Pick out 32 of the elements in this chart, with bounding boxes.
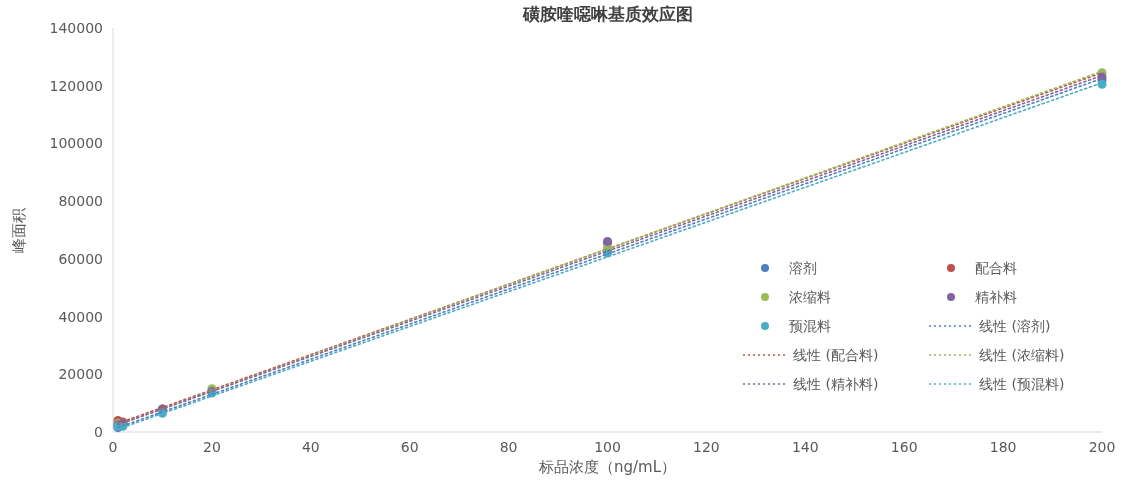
x-axis-title: 标品浓度（ng/mL） bbox=[537, 458, 677, 476]
y-tick-label: 80000 bbox=[58, 193, 103, 210]
legend-label: 配合料 bbox=[975, 260, 1017, 276]
legend-label: 线性 (精补料) bbox=[793, 376, 879, 392]
y-tick-label: 40000 bbox=[58, 308, 103, 325]
chart-title: 磺胺喹噁啉基质效应图 bbox=[521, 4, 693, 24]
x-tick-label: 140 bbox=[791, 439, 819, 455]
legend-label: 线性 (浓缩料) bbox=[979, 347, 1065, 363]
x-tick-label: 0 bbox=[108, 439, 118, 455]
x-tick-label: 200 bbox=[1088, 439, 1116, 455]
y-tick-label: 100000 bbox=[49, 135, 103, 152]
legend-label: 线性 (预混料) bbox=[979, 376, 1065, 392]
x-tick-label: 120 bbox=[693, 439, 720, 455]
y-tick-label: 120000 bbox=[49, 77, 103, 94]
y-tick-label: 140000 bbox=[49, 20, 103, 36]
x-tick-label: 20 bbox=[202, 439, 221, 455]
x-tick-label: 60 bbox=[400, 439, 419, 455]
x-tick-label: 180 bbox=[989, 439, 1017, 455]
legend-label: 精补料 bbox=[975, 289, 1017, 305]
legend-label: 预混料 bbox=[789, 318, 831, 334]
y-axis-title: 峰面积 bbox=[10, 207, 28, 253]
x-tick-label: 100 bbox=[594, 439, 621, 455]
legend-label: 浓缩料 bbox=[789, 289, 831, 305]
legend-label: 线性 (配合料) bbox=[793, 347, 879, 363]
x-tick-label: 80 bbox=[499, 439, 518, 455]
legend-label: 线性 (溶剂) bbox=[979, 318, 1051, 334]
legend-label: 溶剂 bbox=[789, 260, 817, 276]
y-tick-label: 20000 bbox=[58, 366, 103, 383]
x-tick-label: 160 bbox=[890, 439, 918, 455]
y-tick-label: 60000 bbox=[58, 250, 103, 267]
x-tick-label: 40 bbox=[301, 439, 320, 455]
y-tick-label: 0 bbox=[94, 424, 103, 440]
